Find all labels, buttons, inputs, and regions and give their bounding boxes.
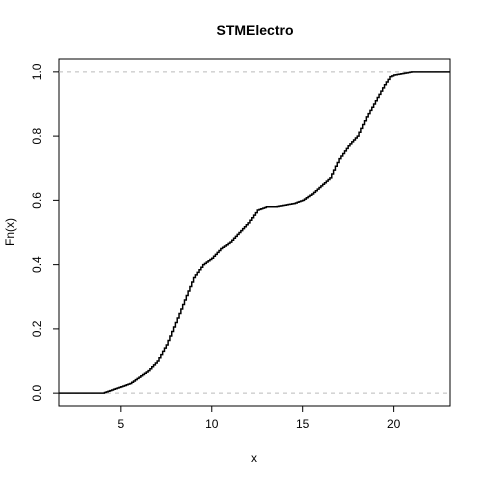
- y-tick-label: 0.2: [30, 320, 44, 337]
- plot-box: [58, 58, 451, 407]
- x-tick-label: 15: [296, 417, 310, 431]
- chart-title: STMElectro: [216, 22, 293, 38]
- y-axis-label: Fn(x): [3, 218, 17, 246]
- y-axis: 0.0 0.2 0.4 0.6 0.8 1.0: [30, 63, 59, 401]
- y-tick-label: 1.0: [30, 63, 44, 80]
- y-tick-label: 0.6: [30, 192, 44, 209]
- x-axis-label: x: [251, 451, 257, 465]
- ecdf-line: [59, 71, 450, 394]
- series-group: [59, 71, 450, 394]
- x-tick-label: 10: [205, 417, 219, 431]
- x-axis: 5 10 15 20: [117, 406, 401, 431]
- y-tick-label: 0.0: [30, 384, 44, 401]
- x-tick-label: 5: [117, 417, 124, 431]
- y-tick-label: 0.8: [30, 127, 44, 144]
- reference-lines: [59, 71, 450, 394]
- x-tick-label: 20: [387, 417, 401, 431]
- y-tick-label: 0.4: [30, 256, 44, 273]
